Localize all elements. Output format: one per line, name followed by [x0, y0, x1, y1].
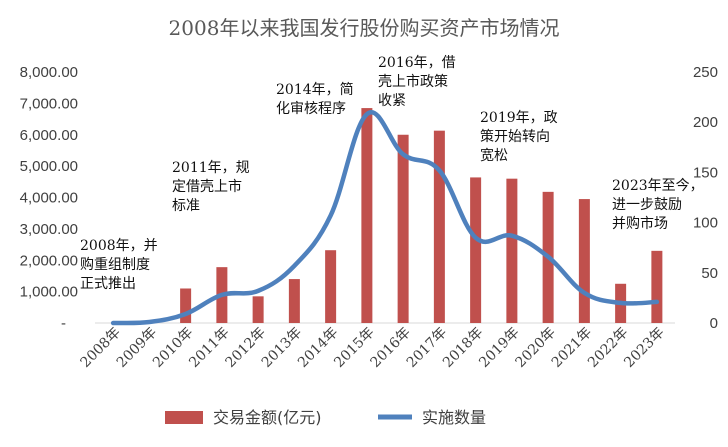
- annotation-line: 标准: [172, 198, 200, 214]
- legend-label-bar: 交易金额(亿元): [213, 408, 322, 427]
- line-point-2012年: [256, 289, 260, 293]
- y-right-tick-label: 150: [693, 164, 718, 181]
- annotation-line: 定借壳上市: [172, 178, 242, 195]
- y-left-tick-label: 8,000.00: [20, 64, 78, 81]
- line-point-2008年: [111, 321, 115, 325]
- y-left-tick-label: 2,000.00: [20, 252, 78, 269]
- y-left-tick-label: 3,000.00: [20, 221, 78, 238]
- annotation-line: 壳上市政策: [378, 73, 448, 90]
- legend-swatch-bar: [165, 411, 203, 424]
- line-point-2010年: [184, 312, 188, 316]
- line-point-2009年: [147, 320, 151, 324]
- annotation-line: 正式推出: [80, 276, 136, 292]
- line-point-2016年: [401, 152, 405, 156]
- y-left-tick-label: 7,000.00: [20, 95, 78, 112]
- bar-2023年: [651, 250, 663, 323]
- bar-2021年: [578, 199, 590, 323]
- annotation-line: 2019年，政: [480, 110, 558, 126]
- annotation-line: 购重组制度: [80, 257, 150, 273]
- annotation-line: 2023年至今，: [612, 178, 704, 194]
- line-series: [110, 110, 660, 326]
- bar-2013年: [288, 279, 300, 323]
- annotation-line: 2008年，并: [80, 238, 158, 254]
- annotation-line: 化审核程序: [276, 101, 346, 117]
- line-point-2015年: [365, 112, 369, 116]
- bar-2015年: [361, 108, 373, 323]
- y-right-tick-label: 200: [693, 114, 718, 131]
- annotation-line: 2016年，借: [378, 55, 456, 71]
- y-right-tick-label: 250: [693, 64, 718, 81]
- line-point-2023年: [655, 300, 659, 304]
- bar-2016年: [397, 134, 409, 323]
- bar-2010年: [180, 288, 192, 323]
- annotation-line: 2011年，规: [172, 160, 250, 176]
- y-right-tick-label: 50: [701, 265, 718, 282]
- annotation-line: 2014年，简: [276, 81, 354, 98]
- bar-2017年: [433, 130, 445, 323]
- bar-2019年: [506, 178, 518, 323]
- line-point-2018年: [474, 236, 478, 240]
- y-right-tick-label: 100: [693, 215, 718, 232]
- y-right-tick-label: 0: [710, 315, 718, 332]
- line-point-2022年: [619, 301, 623, 305]
- y-left-tick-label: 4,000.00: [20, 190, 78, 207]
- annotation-line: 策开始转向: [480, 128, 550, 145]
- legend-label-line: 实施数量: [422, 408, 486, 427]
- line-point-2014年: [329, 214, 333, 218]
- line-point-2017年: [437, 168, 441, 172]
- line-point-2020年: [546, 255, 550, 259]
- line-point-2021年: [582, 291, 586, 295]
- annotation-line: 进一步鼓励: [612, 197, 682, 213]
- legend: 交易金额(亿元) 实施数量: [165, 408, 486, 427]
- bar-2012年: [252, 296, 264, 323]
- line-point-2011年: [220, 293, 224, 297]
- bar-2014年: [325, 250, 337, 323]
- bar-2018年: [470, 177, 482, 323]
- annotation-line: 收紧: [378, 93, 406, 109]
- annotation-line: 并购市场: [612, 215, 668, 232]
- chart-title: 2008年以来我国发行股份购买资产市场情况: [169, 16, 560, 40]
- y-left-tick-label: -: [61, 315, 66, 332]
- x-tick-label: 2023年: [621, 325, 667, 371]
- y-left-tick-label: 1,000.00: [20, 284, 78, 301]
- line-path-implementations: [110, 110, 660, 326]
- line-point-2019年: [510, 234, 514, 238]
- y-left-tick-label: 6,000.00: [20, 127, 78, 144]
- y-left-tick-label: 5,000.00: [20, 158, 78, 175]
- line-point-2013年: [292, 264, 296, 268]
- annotation-line: 宽松: [480, 147, 508, 164]
